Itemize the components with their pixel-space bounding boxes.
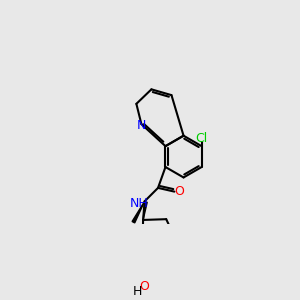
Text: H: H [132,285,142,298]
Text: NH: NH [129,197,148,210]
Polygon shape [143,202,147,220]
Text: Cl: Cl [196,132,208,145]
Text: N: N [137,119,146,132]
Text: O: O [140,280,149,293]
Text: O: O [174,185,184,198]
Polygon shape [132,201,145,223]
